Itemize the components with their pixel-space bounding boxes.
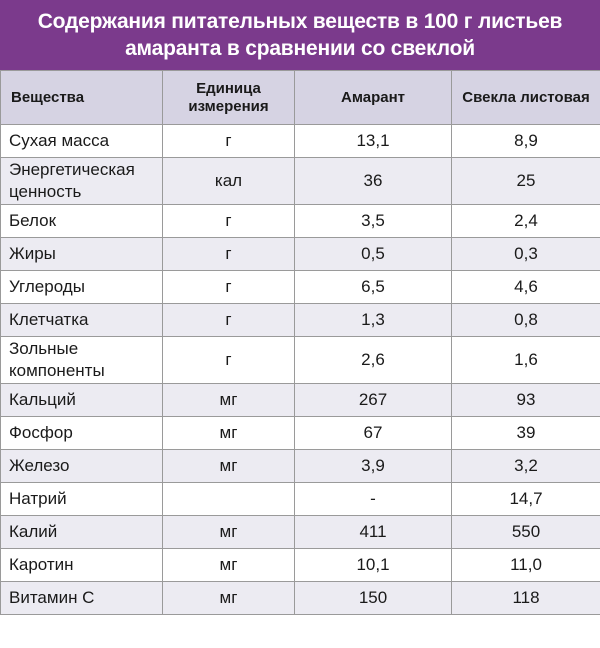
cell-substance: Клетчатка xyxy=(0,303,163,337)
table-row: Клетчатка г 1,3 0,8 xyxy=(0,303,600,337)
cell-beet: 93 xyxy=(451,383,600,417)
cell-unit: мг xyxy=(162,416,295,450)
cell-beet: 39 xyxy=(451,416,600,450)
cell-amaranth: 36 xyxy=(294,157,452,205)
cell-unit: мг xyxy=(162,581,295,615)
cell-unit: мг xyxy=(162,449,295,483)
table-row: Энергетическая ценность кал 36 25 xyxy=(0,157,600,205)
cell-beet: 2,4 xyxy=(451,204,600,238)
cell-unit: мг xyxy=(162,383,295,417)
cell-beet: 118 xyxy=(451,581,600,615)
cell-beet: 3,2 xyxy=(451,449,600,483)
cell-beet: 14,7 xyxy=(451,482,600,516)
cell-amaranth: 10,1 xyxy=(294,548,452,582)
table-title-line-2: амаранта в сравнении со свеклой xyxy=(125,37,475,60)
cell-substance: Железо xyxy=(0,449,163,483)
cell-substance: Натрий xyxy=(0,482,163,516)
table-row: Белок г 3,5 2,4 xyxy=(0,204,600,238)
cell-substance: Сухая масса xyxy=(0,124,163,158)
cell-amaranth: 2,6 xyxy=(294,336,452,384)
table-title-line-1: Содержания питательных веществ в 100 г л… xyxy=(37,10,563,33)
cell-substance: Витамин С xyxy=(0,581,163,615)
header-amaranth: Амарант xyxy=(294,70,452,125)
cell-substance: Зольные компоненты xyxy=(0,336,163,384)
cell-amaranth: 13,1 xyxy=(294,124,452,158)
cell-amaranth: 3,9 xyxy=(294,449,452,483)
cell-unit xyxy=(162,482,295,516)
cell-beet: 0,3 xyxy=(451,237,600,271)
cell-substance: Кальций xyxy=(0,383,163,417)
cell-amaranth: 1,3 xyxy=(294,303,452,337)
cell-amaranth: - xyxy=(294,482,452,516)
table-row: Кальций мг 267 93 xyxy=(0,383,600,417)
header-beet: Свекла листовая xyxy=(451,70,600,125)
header-unit: Единица измерения xyxy=(162,70,295,125)
cell-beet: 550 xyxy=(451,515,600,549)
table-row: Зольные компоненты г 2,6 1,6 xyxy=(0,336,600,384)
cell-substance: Энергетическая ценность xyxy=(0,157,163,205)
table-row: Калий мг 411 550 xyxy=(0,515,600,549)
cell-unit: мг xyxy=(162,548,295,582)
cell-substance: Фосфор xyxy=(0,416,163,450)
header-row: Вещества Единица измерения Амарант Свекл… xyxy=(0,70,600,125)
cell-unit: мг xyxy=(162,515,295,549)
cell-unit: г xyxy=(162,237,295,271)
cell-substance: Углероды xyxy=(0,270,163,304)
cell-unit: г xyxy=(162,270,295,304)
cell-beet: 8,9 xyxy=(451,124,600,158)
cell-beet: 25 xyxy=(451,157,600,205)
cell-beet: 1,6 xyxy=(451,336,600,384)
cell-beet: 4,6 xyxy=(451,270,600,304)
cell-substance: Белок xyxy=(0,204,163,238)
cell-unit: г xyxy=(162,303,295,337)
cell-amaranth: 3,5 xyxy=(294,204,452,238)
table-row: Натрий -14,7 xyxy=(0,482,600,516)
table-row: Каротин мг 10,1 11,0 xyxy=(0,548,600,582)
table-body: Сухая масса г 13,1 8,9 Энергетическая ценнос… xyxy=(0,124,600,615)
cell-beet: 0,8 xyxy=(451,303,600,337)
table-row: Железо мг 3,9 3,2 xyxy=(0,449,600,483)
table-row: Сухая масса г 13,1 8,9 xyxy=(0,124,600,158)
table-title: Содержания питательных веществ в 100 г л… xyxy=(0,0,600,70)
cell-amaranth: 411 xyxy=(294,515,452,549)
table-row: Жиры г 0,5 0,3 xyxy=(0,237,600,271)
cell-amaranth: 267 xyxy=(294,383,452,417)
cell-beet: 11,0 xyxy=(451,548,600,582)
cell-substance: Жиры xyxy=(0,237,163,271)
cell-amaranth: 150 xyxy=(294,581,452,615)
cell-substance: Каротин xyxy=(0,548,163,582)
table-row: Фосфор мг 67 39 xyxy=(0,416,600,450)
header-substance: Вещества xyxy=(0,70,163,125)
cell-substance: Калий xyxy=(0,515,163,549)
cell-unit: кал xyxy=(162,157,295,205)
cell-amaranth: 0,5 xyxy=(294,237,452,271)
cell-unit: г xyxy=(162,204,295,238)
cell-unit: г xyxy=(162,124,295,158)
nutrient-comparison-table: Вещества Единица измерения Амарант Свекл… xyxy=(0,70,600,615)
table-row: Углероды г 6,5 4,6 xyxy=(0,270,600,304)
cell-unit: г xyxy=(162,336,295,384)
cell-amaranth: 67 xyxy=(294,416,452,450)
cell-amaranth: 6,5 xyxy=(294,270,452,304)
